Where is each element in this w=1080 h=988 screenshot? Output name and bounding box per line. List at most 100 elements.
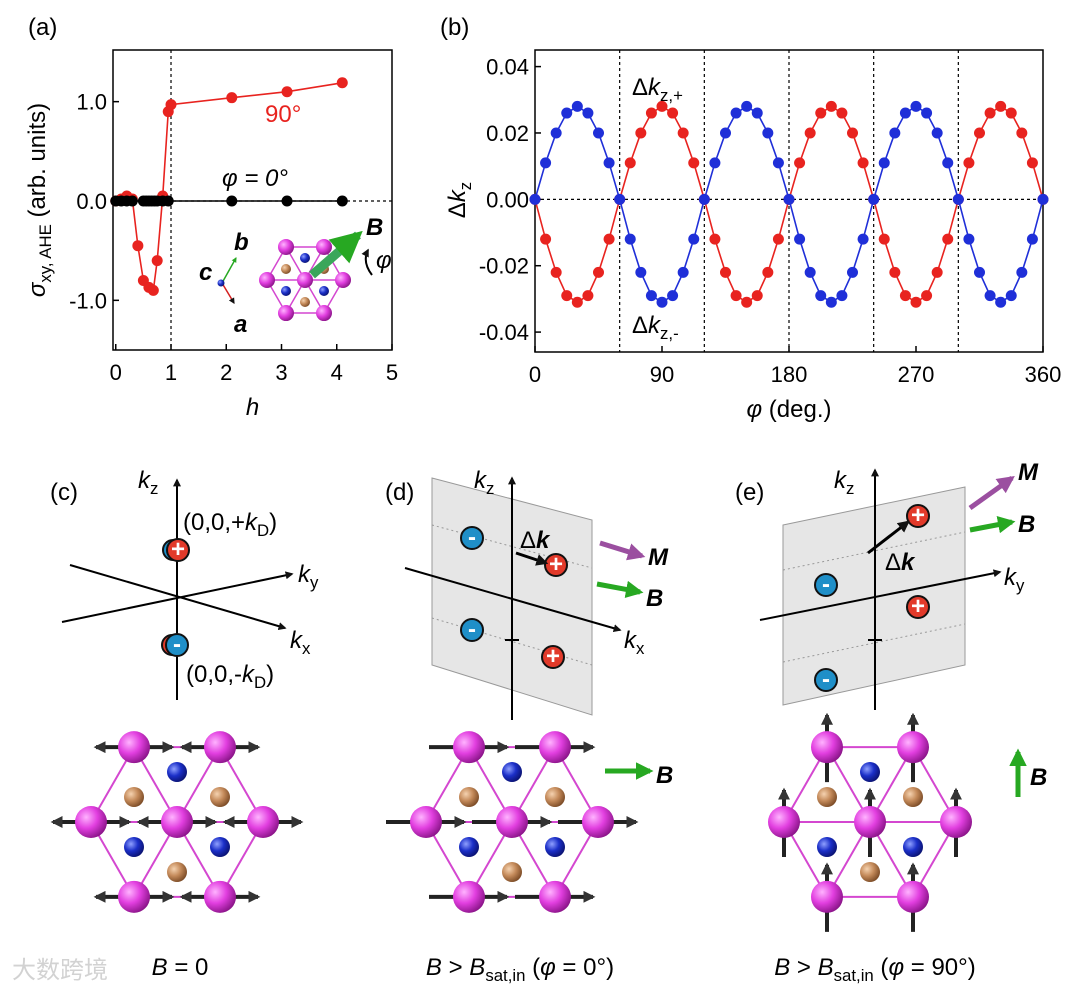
- data-point: [132, 240, 144, 252]
- data-point: [857, 157, 869, 169]
- atom: [817, 837, 837, 857]
- caption: B > Bsat,in (φ = 0°): [426, 954, 614, 985]
- text-part: k: [138, 467, 152, 494]
- data-point: [593, 127, 604, 139]
- x-tick-label: 2: [220, 360, 232, 385]
- data-point: [709, 233, 721, 245]
- data-point: [995, 296, 1007, 308]
- weyl-point: [460, 618, 484, 642]
- data-point: [942, 233, 954, 245]
- atom: [217, 279, 225, 287]
- y-tick-label: -1.0: [69, 288, 107, 313]
- weyl-sign: +: [546, 643, 560, 670]
- text-part: (arb. units): [24, 103, 51, 224]
- data-point: [836, 107, 848, 119]
- text-part: (deg.): [762, 396, 831, 423]
- series-label: 90°: [265, 101, 301, 128]
- watermark: 大数跨境: [12, 957, 108, 984]
- text-part: z: [846, 479, 854, 498]
- data-point: [772, 233, 784, 245]
- text-part: D: [254, 673, 266, 692]
- data-point: [878, 157, 890, 169]
- vector-label: B: [1030, 764, 1047, 791]
- axis-label: kx: [290, 627, 311, 658]
- data-point: [226, 195, 238, 207]
- weyl-point: [906, 595, 930, 619]
- atom: [124, 787, 144, 807]
- weyl-sign: -: [822, 666, 830, 693]
- arrow: [515, 551, 549, 566]
- y-tick-label: 0.02: [486, 121, 529, 146]
- data-point: [126, 195, 138, 207]
- atom: [297, 272, 313, 288]
- angle-arc: [361, 248, 373, 276]
- data-point: [804, 127, 816, 139]
- atom: [545, 837, 565, 857]
- text-part: φ: [888, 954, 904, 981]
- weyl-sign: -: [173, 631, 181, 658]
- atom: [459, 837, 479, 857]
- data-point: [677, 266, 689, 278]
- text-part: z: [486, 479, 494, 498]
- axis-label: kz: [138, 467, 158, 498]
- x-axis-label: φ (deg.): [746, 396, 831, 423]
- data-point: [688, 157, 700, 169]
- arrow: [969, 516, 1016, 534]
- atom: [854, 806, 886, 838]
- text-part: k: [242, 661, 256, 688]
- text-part: sat,in: [834, 966, 874, 985]
- x-tick-label: 90: [650, 362, 674, 387]
- weyl-sign: -: [468, 616, 476, 643]
- text-part: φ: [540, 954, 556, 981]
- atom: [545, 787, 565, 807]
- weyl-sign: -: [468, 524, 476, 551]
- series-label: Δkz,+: [632, 74, 683, 105]
- text-part: k: [648, 74, 662, 101]
- arrow: [968, 475, 1015, 511]
- text-part: (: [525, 954, 540, 981]
- y-axis-label: Δkz: [444, 182, 475, 218]
- text-part: B: [818, 954, 834, 981]
- text-part: ): [269, 509, 277, 536]
- data-point: [540, 233, 552, 245]
- atom: [539, 880, 571, 913]
- atom: [860, 762, 880, 782]
- atom: [539, 731, 571, 764]
- data-point: [931, 266, 943, 278]
- text-part: k: [444, 188, 471, 202]
- atom: [811, 731, 843, 764]
- panel-label: (a): [28, 14, 57, 41]
- data-point: [783, 193, 795, 205]
- data-point: [336, 77, 348, 89]
- data-point: [540, 157, 552, 169]
- data-point: [688, 233, 700, 245]
- atom: [410, 806, 442, 838]
- text-part: = 0°): [556, 954, 614, 981]
- atom: [903, 837, 923, 857]
- data-point: [582, 107, 594, 119]
- data-point: [550, 127, 562, 139]
- data-point: [645, 107, 657, 119]
- x-tick-label: 3: [275, 360, 287, 385]
- text-part: z: [456, 182, 475, 190]
- data-point: [603, 157, 615, 169]
- atom: [335, 272, 351, 288]
- atom: [459, 787, 479, 807]
- arrow: [404, 567, 622, 633]
- text-part: Δ: [632, 74, 648, 101]
- text-part: Δ: [885, 549, 901, 576]
- atom: [768, 806, 800, 838]
- text-part: z,-: [660, 324, 679, 343]
- plane-line: [782, 623, 966, 663]
- data-point: [614, 193, 626, 205]
- data-point: [984, 107, 996, 119]
- text-part: z: [150, 479, 158, 498]
- panel-label: (b): [440, 14, 469, 41]
- atom: [502, 862, 522, 882]
- data-point: [698, 193, 710, 205]
- atom: [940, 806, 972, 838]
- x-tick-label: 360: [1025, 362, 1062, 387]
- text-part: = 0: [168, 954, 209, 981]
- arrow: [61, 571, 294, 623]
- data-point: [550, 266, 562, 278]
